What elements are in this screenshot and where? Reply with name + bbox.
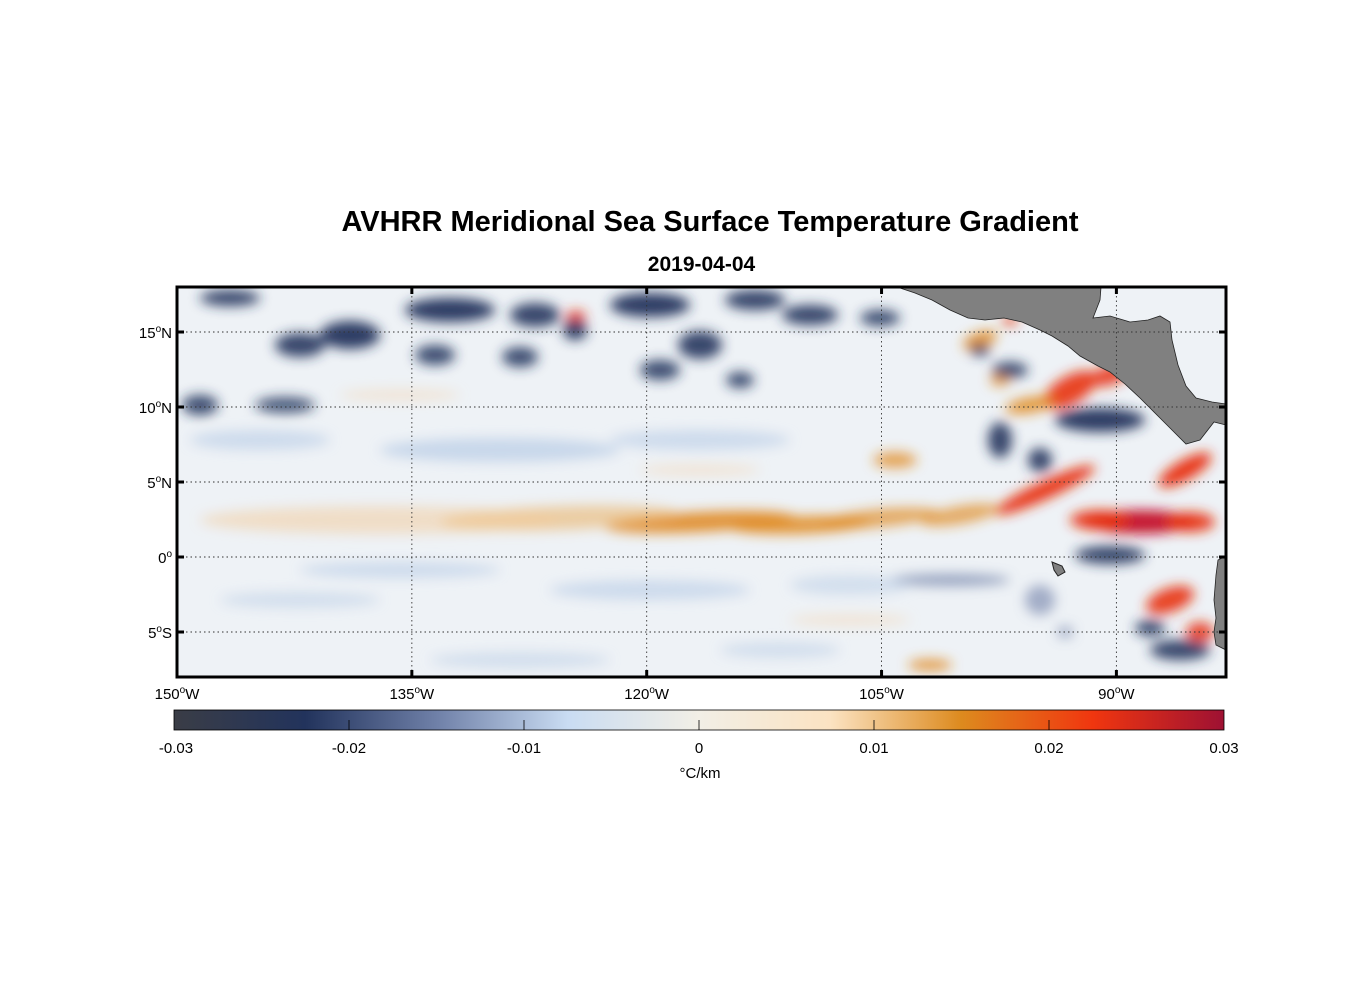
latitude-label: 0o	[158, 549, 172, 567]
colorbar-tick-label: -0.03	[158, 740, 194, 757]
gradient-feature	[890, 574, 1010, 586]
colorbar-tick-label: -0.01	[506, 740, 542, 757]
gradient-feature	[720, 642, 840, 658]
south-america-coast-land	[1213, 555, 1226, 651]
gradient-feature	[790, 575, 910, 595]
latitude-label: 10oN	[138, 399, 172, 417]
gradient-feature	[200, 290, 260, 306]
gradient-feature	[340, 389, 460, 401]
colorbar-tick-label: -0.02	[331, 740, 367, 757]
gradient-feature	[1165, 512, 1215, 532]
gradient-feature	[182, 395, 218, 415]
map-date-subtitle: 2019-04-04	[647, 253, 756, 276]
gradient-feature	[320, 321, 380, 349]
colorbar-tick-label: 0.02	[1034, 740, 1064, 757]
gradient-feature	[1025, 585, 1055, 615]
longitude-label: 150oW	[154, 685, 200, 703]
gradient-feature	[873, 452, 917, 468]
gradient-feature	[563, 320, 587, 340]
gradient-feature	[640, 464, 760, 476]
gradient-feature	[566, 311, 586, 321]
longitude-label: 135oW	[389, 685, 435, 703]
gradient-feature	[255, 397, 315, 413]
gradient-feature	[962, 330, 998, 350]
latitude-label: 5oN	[147, 474, 172, 492]
galapagos-land	[1051, 561, 1066, 577]
longitude-label: 105oW	[859, 685, 904, 703]
gradient-feature	[1146, 585, 1194, 615]
land-mask	[896, 287, 1226, 651]
longitude-label: 90oW	[1098, 685, 1135, 703]
colorbar-ticks	[348, 720, 1050, 730]
gradient-feature	[860, 310, 900, 326]
central-america-land	[896, 287, 1226, 445]
gradient-feature	[790, 614, 910, 626]
longitude-label: 120oW	[624, 685, 670, 703]
gradient-feature	[970, 344, 990, 356]
gradient-feature	[610, 293, 690, 317]
gradient-feature	[988, 422, 1012, 458]
gradient-feature	[502, 347, 538, 367]
gradient-feature	[820, 507, 940, 529]
frame-ticks	[175, 287, 1226, 677]
plot-area	[177, 287, 1226, 677]
gradient-field	[182, 290, 1215, 671]
colorbar-unit: °C/km	[679, 765, 721, 782]
gradient-feature	[190, 430, 330, 450]
gradient-feature	[1158, 452, 1212, 488]
gradient-feature	[1028, 448, 1052, 472]
gradient-feature	[726, 372, 754, 388]
gradient-feature	[1070, 510, 1130, 530]
colorbar-tick-label: 0	[694, 740, 704, 757]
gradient-feature	[782, 305, 838, 325]
gradient-feature	[430, 652, 610, 668]
gradient-feature	[200, 506, 560, 534]
gradient-feature	[510, 303, 560, 327]
gradient-feature	[405, 298, 495, 322]
map-title: AVHRR Meridional Sea Surface Temperature…	[341, 206, 1079, 238]
gradient-feature	[380, 438, 620, 462]
gradient-feature	[1150, 640, 1210, 660]
latitude-label: 15oN	[138, 324, 172, 342]
gradient-feature	[995, 465, 1095, 515]
gradient-feature	[550, 580, 750, 600]
gradient-feature	[300, 562, 500, 578]
gradient-feature	[610, 430, 790, 450]
gradient-feature	[275, 333, 325, 357]
gradient-feature	[908, 659, 952, 671]
gradient-feature	[920, 503, 1000, 527]
gradient-feature	[1043, 370, 1097, 410]
gradient-feature	[1055, 408, 1145, 432]
colorbar-tick-label: 0.01	[859, 740, 889, 757]
graticule	[177, 287, 1226, 677]
gradient-feature	[640, 360, 680, 380]
gradient-feature	[992, 362, 1028, 378]
gradient-feature	[1005, 396, 1055, 414]
gradient-feature	[1075, 546, 1145, 564]
gradient-feature	[415, 345, 455, 365]
gradient-feature	[725, 290, 785, 310]
gradient-feature	[220, 592, 380, 608]
latitude-label: 5oS	[148, 624, 172, 642]
gradient-feature	[678, 331, 722, 359]
gradient-feature	[1135, 620, 1165, 636]
colorbar-tick-label: 0.03	[1209, 740, 1239, 757]
